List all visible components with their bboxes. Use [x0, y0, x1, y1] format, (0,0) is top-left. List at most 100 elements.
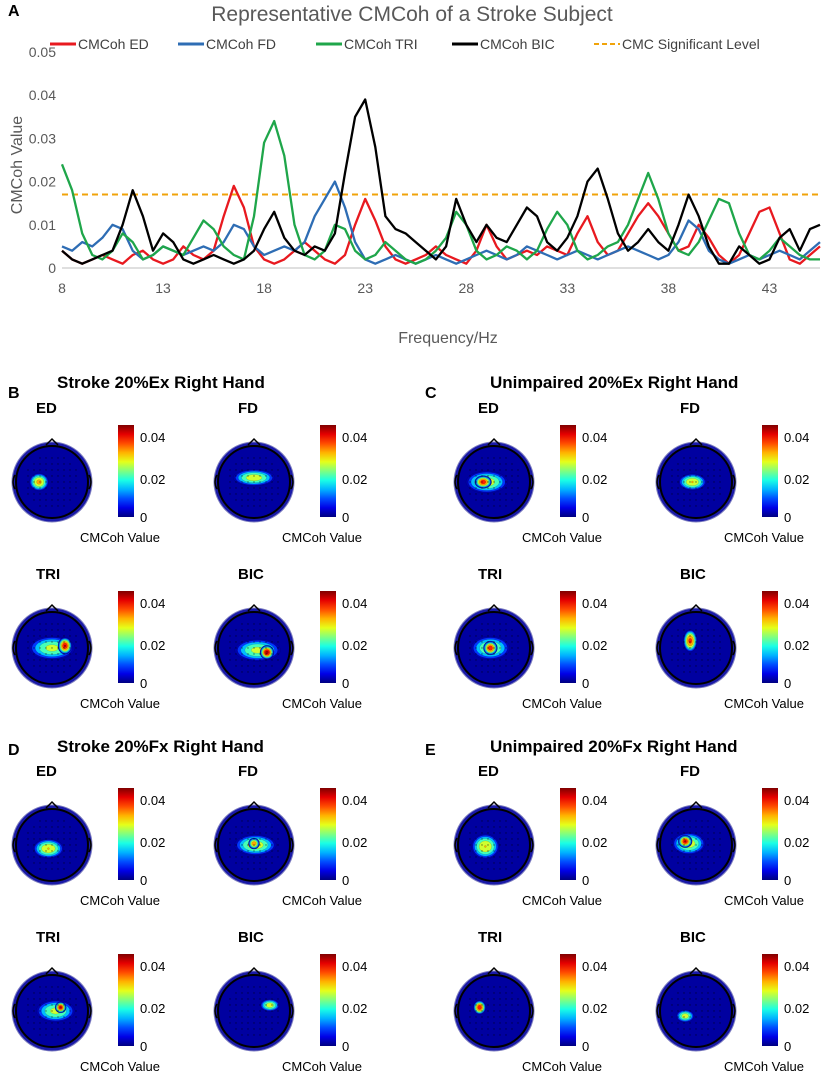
electrode-dot: [517, 659, 519, 661]
electrode-dot: [487, 499, 489, 501]
electrode-dot: [247, 475, 249, 477]
coherence-layer: [473, 1000, 487, 1015]
electrode-dot: [695, 868, 697, 870]
electrode-dot: [45, 856, 47, 858]
topomap-tri: TRI 0.04 0.02 0 CMCoh Value: [452, 566, 657, 716]
electrode-dot: [277, 1016, 279, 1018]
electrode-dot: [265, 844, 267, 846]
topomap-label: BIC: [238, 566, 264, 583]
legend-item: CMCoh ED: [50, 36, 149, 52]
topomap-svg: [213, 591, 336, 689]
electrode-dot: [499, 998, 501, 1000]
electrode-dot: [511, 1010, 513, 1012]
electrode-dot: [259, 635, 261, 637]
topomap-svg: [11, 954, 134, 1052]
electrode-dot: [51, 832, 53, 834]
electrode-dot: [75, 635, 77, 637]
colorbar: [560, 954, 576, 1046]
electrode-dot: [265, 998, 267, 1000]
electrode-dot: [671, 469, 673, 471]
electrode-dot: [271, 832, 273, 834]
electrode-dot: [241, 659, 243, 661]
electrode-dot: [253, 475, 255, 477]
electrode-dot: [499, 1010, 501, 1012]
nose-icon: [487, 800, 501, 809]
electrode-dot: [27, 838, 29, 840]
electrode-dot: [265, 862, 267, 864]
electrode-dot: [683, 481, 685, 483]
electrode-dot: [695, 481, 697, 483]
electrode-dot: [259, 826, 261, 828]
nose-icon: [689, 437, 703, 446]
electrode-dot: [719, 493, 721, 495]
electrode-dot: [253, 868, 255, 870]
electrode-dot: [487, 856, 489, 858]
electrode-dot: [271, 992, 273, 994]
left-ear-icon: [656, 640, 660, 656]
electrode-dot: [689, 487, 691, 489]
electrode-dot: [677, 1010, 679, 1012]
electrode-dot: [707, 1022, 709, 1024]
series-line-cmcoh-bic: [61, 98, 821, 265]
electrode-dot: [701, 493, 703, 495]
electrode-dot: [69, 659, 71, 661]
electrode-dot: [689, 868, 691, 870]
electrode-dot: [683, 505, 685, 507]
electrode-dot: [677, 832, 679, 834]
electrode-dot: [259, 659, 261, 661]
electrode-dot: [51, 1016, 53, 1018]
right-ear-icon: [290, 474, 294, 490]
electrode-dot: [27, 998, 29, 1000]
electrode-dot: [499, 647, 501, 649]
topomap-svg: [213, 954, 336, 1052]
colorbar-tick: 0.02: [582, 1001, 608, 1016]
electrode-dot: [27, 475, 29, 477]
electrode-dot: [469, 659, 471, 661]
electrode-dot: [677, 856, 679, 858]
electrode-dot: [241, 838, 243, 840]
colorbar-tick: 0: [342, 510, 350, 525]
electrode-dot: [677, 1004, 679, 1006]
legend-label: CMCoh FD: [206, 36, 276, 52]
electrode-dot: [683, 1010, 685, 1012]
electrode-dot: [487, 665, 489, 667]
electrode-dot: [51, 992, 53, 994]
electrode-dot: [265, 838, 267, 840]
electrode-dot: [499, 499, 501, 501]
electrode-dot: [487, 659, 489, 661]
electrode-dot: [63, 998, 65, 1000]
electrode-dot: [39, 856, 41, 858]
electrode-dot: [499, 1016, 501, 1018]
electrode-dot: [689, 820, 691, 822]
electrode-dot: [481, 481, 483, 483]
electrode-dot: [57, 844, 59, 846]
colorbar-tick: 0.02: [140, 472, 166, 487]
electrode-dot: [511, 1028, 513, 1030]
electrode-dot: [505, 1022, 507, 1024]
electrode-dot: [63, 457, 65, 459]
electrode-dot: [505, 986, 507, 988]
electrode-dot: [683, 671, 685, 673]
electrode-dot: [671, 998, 673, 1000]
electrode-dot: [499, 481, 501, 483]
electrode-dot: [57, 641, 59, 643]
electrode-dot: [51, 475, 53, 477]
electrode-dot: [695, 1010, 697, 1012]
colorbar-tick: 0.04: [784, 596, 810, 611]
coherence-contour: [480, 479, 487, 485]
electrode-dot: [719, 647, 721, 649]
electrode-dot: [57, 487, 59, 489]
electrode-dot: [27, 653, 29, 655]
colorbar-tick: 0: [140, 510, 148, 525]
electrode-dot: [51, 856, 53, 858]
electrode-dot: [695, 493, 697, 495]
coherence-layer: [675, 1009, 695, 1023]
topomap-label: TRI: [478, 566, 503, 583]
colorbar-tick: 0.02: [140, 835, 166, 850]
electrode-dot: [51, 671, 53, 673]
electrode-dot: [45, 481, 47, 483]
electrode-dot: [511, 481, 513, 483]
electrode-dot: [701, 868, 703, 870]
electrode-dot: [719, 1016, 721, 1018]
colorbar-label: CMCoh Value: [522, 893, 602, 908]
